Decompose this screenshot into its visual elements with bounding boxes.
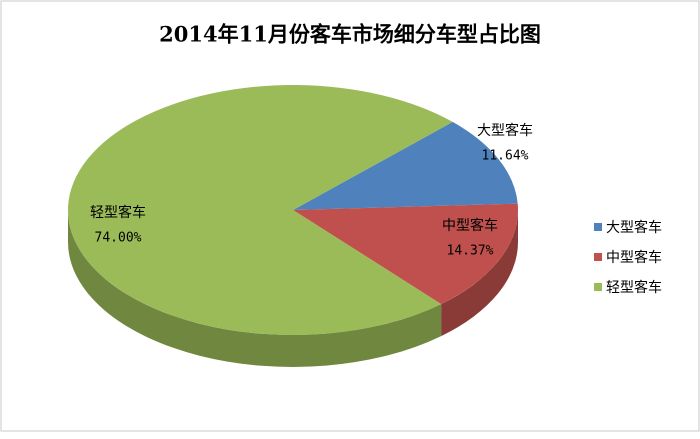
pie-slice <box>68 85 453 336</box>
data-label-name: 轻型客车 <box>90 204 146 221</box>
pie-slice <box>293 121 518 210</box>
chart-title: 2014年11月份客车市场细分车型占比图 <box>159 22 541 47</box>
pie-slice <box>293 203 518 305</box>
data-label-name: 大型客车 <box>477 122 533 139</box>
legend-label: 大型客车 <box>606 219 662 236</box>
data-label: 11.64% <box>482 149 529 164</box>
data-label-name: 中型客车 <box>442 217 498 234</box>
pie-slice-side <box>441 210 518 337</box>
legend-label: 轻型客车 <box>606 279 662 296</box>
legend-swatch <box>594 253 602 261</box>
legend-swatch <box>594 223 602 231</box>
data-label: 14.37% <box>447 244 494 259</box>
legend-label: 中型客车 <box>606 249 662 266</box>
data-label: 74.00% <box>95 231 142 246</box>
legend-swatch <box>594 283 602 291</box>
pie-slice-side <box>68 210 442 368</box>
